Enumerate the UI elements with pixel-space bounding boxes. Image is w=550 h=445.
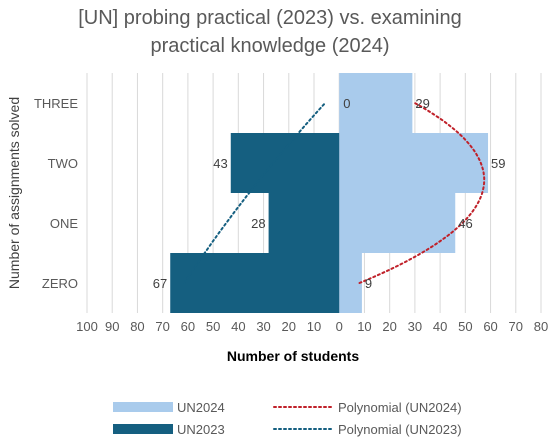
x-tick-label: 40 bbox=[231, 319, 245, 334]
y-axis-title: Number of assignments solved bbox=[6, 97, 22, 289]
bars bbox=[170, 73, 489, 313]
x-tick-label: 80 bbox=[130, 319, 144, 334]
data-label-un2024-one: 46 bbox=[458, 216, 472, 231]
legend-swatch-un2024 bbox=[113, 402, 173, 412]
x-tick-labels: 100 90 80 70 60 50 40 30 20 10 0 10 20 30 40 50 60 70 80 bbox=[76, 319, 548, 334]
trendlines bbox=[183, 102, 486, 284]
data-label-un2023-two: 43 bbox=[213, 156, 227, 171]
chart-title-line-2: practical knowledge (2024) bbox=[150, 35, 389, 57]
data-label-un2023-zero: 67 bbox=[153, 276, 167, 291]
x-tick-label: 50 bbox=[206, 319, 220, 334]
trendline-un2024 bbox=[358, 102, 486, 284]
chart-title-line-1: [UN] probing practical (2023) vs. examin… bbox=[78, 7, 462, 29]
x-tick-label: 80 bbox=[534, 319, 548, 334]
x-tick-label: 60 bbox=[181, 319, 195, 334]
x-tick-label: 0 bbox=[336, 319, 343, 334]
bar-un2024-three bbox=[339, 73, 413, 133]
legend-label: Polynomial (UN2023) bbox=[338, 422, 462, 437]
legend-label: Polynomial (UN2024) bbox=[338, 400, 462, 415]
x-tick-label: 20 bbox=[282, 319, 296, 334]
x-axis-title: Number of students bbox=[227, 348, 359, 364]
y-tick-label-one: ONE bbox=[50, 216, 79, 231]
data-labels: 9 46 59 29 67 28 43 0 bbox=[153, 96, 506, 291]
x-tick-label: 10 bbox=[307, 319, 321, 334]
bar-un2023-zero bbox=[170, 253, 340, 313]
x-tick-label: 70 bbox=[155, 319, 169, 334]
y-tick-label-two: TWO bbox=[48, 156, 78, 171]
legend: UN2024 Polynomial (UN2024) UN2023 Polynomia… bbox=[113, 400, 462, 437]
bar-un2024-one bbox=[339, 193, 456, 253]
x-tick-label: 20 bbox=[382, 319, 396, 334]
y-tick-label-three: THREE bbox=[34, 96, 78, 111]
x-tick-label: 100 bbox=[76, 319, 98, 334]
x-tick-label: 30 bbox=[256, 319, 270, 334]
legend-label: UN2024 bbox=[177, 400, 225, 415]
x-tick-label: 60 bbox=[483, 319, 497, 334]
x-tick-label: 10 bbox=[357, 319, 371, 334]
bar-un2024-two bbox=[339, 133, 489, 193]
bar-un2024-zero bbox=[339, 253, 362, 313]
y-tick-labels: ZERO ONE TWO THREE bbox=[34, 96, 78, 291]
data-label-un2024-zero: 9 bbox=[365, 276, 372, 291]
legend-swatch-un2023 bbox=[113, 424, 173, 434]
bar-un2023-one bbox=[268, 193, 340, 253]
legend-label: UN2023 bbox=[177, 422, 225, 437]
data-label-un2023-three: 0 bbox=[343, 96, 350, 111]
data-label-un2024-three: 29 bbox=[415, 96, 429, 111]
trendline-un2023 bbox=[183, 102, 327, 284]
bar-un2023-two bbox=[230, 133, 340, 193]
x-tick-label: 40 bbox=[433, 319, 447, 334]
x-tick-label: 90 bbox=[105, 319, 119, 334]
x-tick-label: 50 bbox=[458, 319, 472, 334]
y-tick-label-zero: ZERO bbox=[42, 276, 78, 291]
data-label-un2023-one: 28 bbox=[251, 216, 265, 231]
x-tick-label: 70 bbox=[509, 319, 523, 334]
x-tick-label: 30 bbox=[408, 319, 422, 334]
data-label-un2024-two: 59 bbox=[491, 156, 505, 171]
